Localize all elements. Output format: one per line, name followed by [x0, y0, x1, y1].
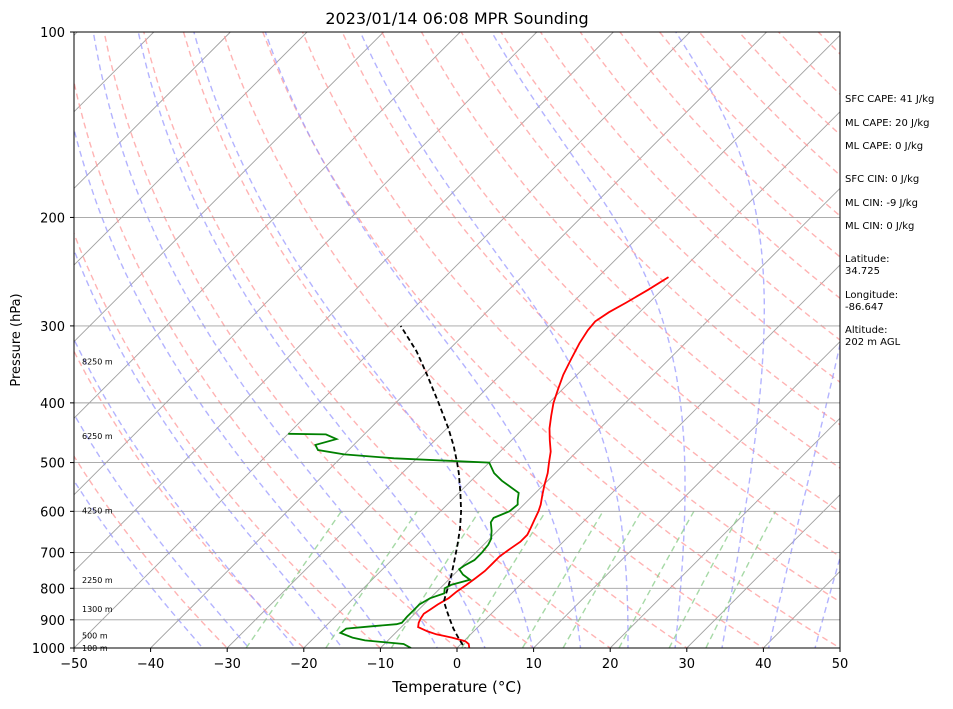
y-tick-label: 200 — [40, 211, 65, 226]
y-tick-label: 300 — [40, 320, 65, 335]
x-tick-label: 50 — [832, 657, 849, 672]
dry-adiabat — [104, 32, 551, 661]
dry-adiabat — [937, 32, 953, 661]
y-tick-label: 800 — [40, 582, 65, 597]
mixing-ratio-line — [669, 511, 741, 648]
height-label: 8250 m — [82, 358, 113, 367]
altitude-value: 202 m AGL — [845, 337, 900, 348]
x-tick-label: 0 — [453, 657, 461, 672]
mixing-ratio-line — [706, 511, 776, 648]
dry-adiabat — [263, 32, 862, 661]
isotherm-line — [0, 32, 230, 648]
sfc-cape-text: SFC CAPE: 41 J/kg — [845, 94, 934, 105]
latitude-value: 34.725 — [845, 266, 880, 277]
mixing-ratio-line — [391, 511, 479, 648]
isotherm-line — [0, 32, 537, 648]
parcel-path — [401, 326, 467, 652]
height-label: 2250 m — [82, 576, 113, 585]
moist-adiabat — [0, 32, 306, 661]
ml-cin-text-1: ML CIN: -9 J/kg — [845, 198, 918, 209]
altitude-label: Altitude: — [845, 325, 887, 336]
x-axis: −50 −40 −30 −20 −10 0 10 20 30 40 50 — [60, 648, 848, 672]
height-label: 6250 m — [82, 432, 113, 441]
x-tick-label: −10 — [367, 657, 394, 672]
isotherm-line — [74, 32, 690, 648]
dry-adiabat — [0, 32, 318, 661]
y-tick-label: 900 — [40, 614, 65, 629]
isotherm-line — [0, 32, 1, 648]
x-axis-label: Temperature (°C) — [391, 678, 521, 696]
x-tick-label: 20 — [602, 657, 619, 672]
moist-adiabat — [360, 32, 628, 661]
longitude-label: Longitude: — [845, 290, 898, 301]
moist-adiabat — [676, 32, 765, 661]
x-tick-label: 40 — [755, 657, 772, 672]
sfc-cin-text: SFC CIN: 0 J/kg — [845, 174, 919, 185]
y-axis-label: Pressure (hPa) — [9, 293, 24, 386]
height-label: 500 m — [82, 632, 108, 641]
plot-frame — [74, 32, 840, 648]
y-tick-label: 1000 — [32, 642, 65, 657]
dry-adiabat — [25, 32, 396, 661]
dry-adiabat — [64, 32, 473, 661]
x-tick-label: 10 — [525, 657, 542, 672]
y-tick-label: 100 — [40, 26, 65, 41]
isotherm-line — [0, 32, 613, 648]
height-label: 1300 m — [82, 605, 113, 614]
x-tick-label: −30 — [213, 657, 240, 672]
dewpoint-profile — [288, 434, 519, 648]
temperature-profile — [418, 277, 668, 652]
moist-adiabat — [265, 32, 582, 661]
x-tick-label: 30 — [679, 657, 696, 672]
y-tick-label: 600 — [40, 505, 65, 520]
ml-cape-text-1: ML CAPE: 20 J/kg — [845, 118, 929, 129]
moist-adiabat — [138, 32, 490, 661]
longitude-value: -86.647 — [845, 302, 884, 313]
latitude-label: Latitude: — [845, 254, 890, 265]
y-axis: 100 200 300 400 500 600 700 800 900 1000 — [32, 26, 74, 657]
pressure-gridlines — [74, 32, 840, 648]
ml-cape-text-2: ML CAPE: 0 J/kg — [845, 141, 923, 152]
y-tick-label: 400 — [40, 397, 65, 412]
dry-adiabat — [303, 32, 940, 661]
background-lines — [0, 32, 953, 661]
isotherm-line — [304, 32, 920, 648]
moist-adiabat — [23, 32, 352, 661]
height-label: 4250 m — [82, 506, 113, 515]
y-tick-label: 700 — [40, 547, 65, 562]
y-tick-label: 500 — [40, 457, 65, 472]
x-tick-label: −40 — [137, 657, 164, 672]
dry-adiabat — [0, 32, 240, 661]
x-tick-label: −50 — [60, 657, 87, 672]
ml-cin-text-2: ML CIN: 0 J/kg — [845, 221, 914, 232]
chart-title: 2023/01/14 06:08 MPR Sounding — [325, 9, 588, 28]
x-tick-label: −20 — [290, 657, 317, 672]
moist-adiabat — [0, 32, 260, 661]
